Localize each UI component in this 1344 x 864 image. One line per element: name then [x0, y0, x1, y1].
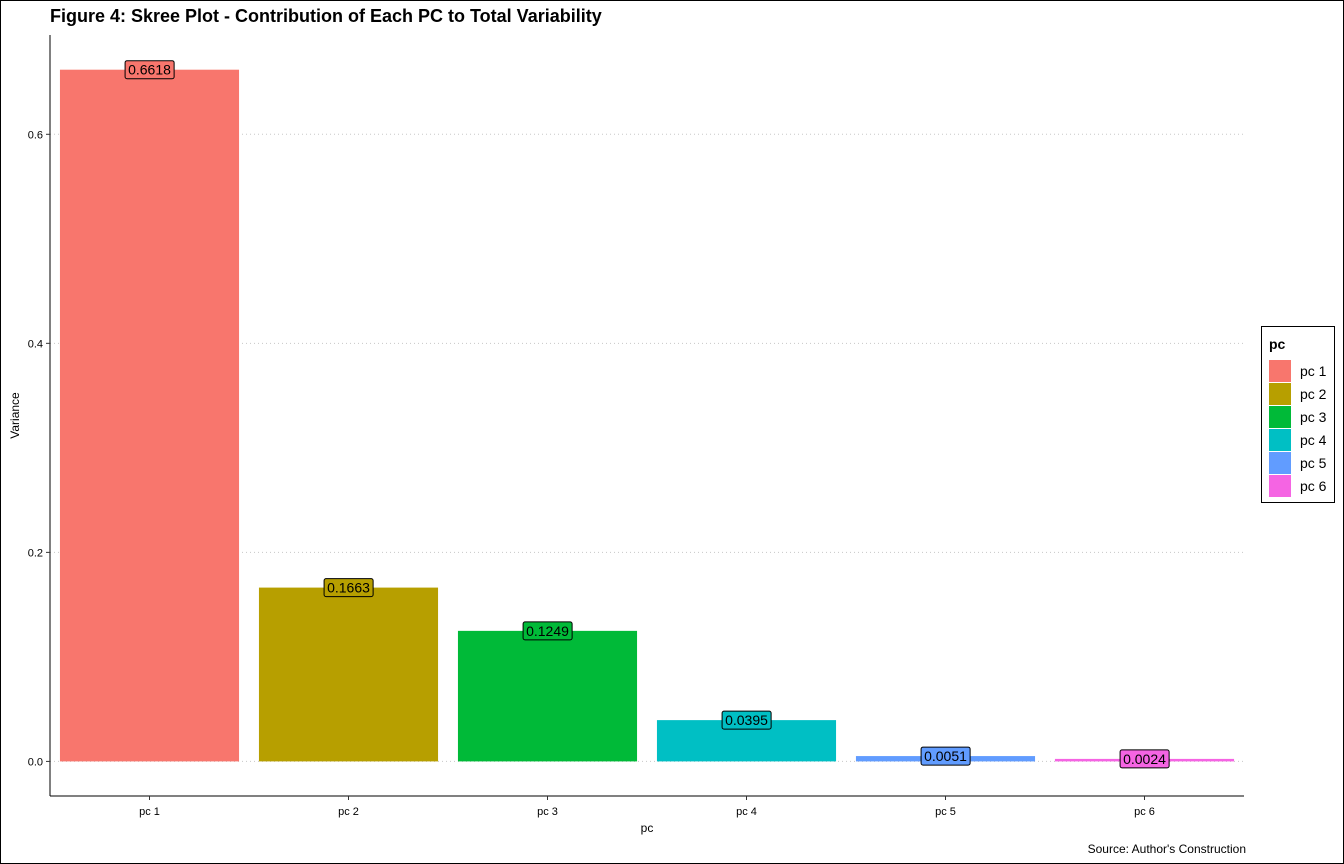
bars [59, 69, 1235, 762]
data-label-box [323, 578, 374, 598]
legend-item-pc-4: pc 4 [1269, 429, 1335, 451]
data-labels: 0.6618 0.1663 0.1249 0.0395 0.0051 0.0024 [124, 60, 1170, 769]
legend-item-pc-6: pc 6 [1269, 475, 1335, 497]
x-axis-title: pc [641, 821, 654, 835]
data-label-text: 0.0024 [1123, 751, 1166, 767]
axes: 0.0 0.2 0.4 0.6 pc 1 pc 2 pc 3 pc 4 pc 5 pc 6 pc Va… [8, 35, 1244, 835]
legend-item-pc-5: pc 5 [1269, 452, 1335, 474]
data-label-box [1119, 749, 1170, 769]
bar-pc-1 [59, 69, 240, 762]
legend-label: pc 4 [1300, 432, 1327, 448]
legend-swatch [1269, 383, 1291, 405]
data-label-box [124, 60, 175, 80]
data-label-text: 0.0051 [924, 748, 967, 764]
chart-title: Figure 4: Skree Plot - Contribution of E… [50, 6, 602, 26]
legend-swatch [1269, 406, 1291, 428]
y-tick-label-0: 0.0 [28, 756, 43, 768]
data-label-pc-3: 0.1249 [522, 621, 573, 641]
x-tick-label-pc-4: pc 4 [736, 806, 757, 818]
data-label-text: 0.0395 [725, 712, 768, 728]
legend-swatch [1269, 475, 1291, 497]
x-tick-label-pc-5: pc 5 [935, 806, 956, 818]
data-label-text: 0.1663 [327, 580, 370, 596]
legend-swatch [1269, 429, 1291, 451]
data-label-pc-1: 0.6618 [124, 60, 175, 80]
bar-pc-3 [457, 630, 638, 762]
data-label-text: 0.1249 [526, 623, 569, 639]
data-label-pc-6: 0.0024 [1119, 749, 1170, 769]
data-label-box [721, 710, 772, 730]
legend-item-pc-3: pc 3 [1269, 406, 1335, 428]
data-label-pc-4: 0.0395 [721, 710, 772, 730]
x-tick-label-pc-6: pc 6 [1134, 806, 1155, 818]
legend-label: pc 5 [1300, 455, 1327, 471]
legend-title: pc [1269, 336, 1286, 352]
legend-label: pc 6 [1300, 478, 1327, 494]
gridlines [50, 133, 1244, 762]
legend-label: pc 3 [1300, 409, 1327, 425]
x-tick-label-pc-2: pc 2 [338, 806, 359, 818]
legend-label: pc 1 [1300, 363, 1327, 379]
legend-swatch [1269, 452, 1291, 474]
data-label-box [920, 746, 971, 766]
x-tick-label-pc-3: pc 3 [537, 806, 558, 818]
y-axis-title: Variance [8, 392, 22, 439]
data-label-pc-2: 0.1663 [323, 578, 374, 598]
x-tick-label-pc-1: pc 1 [139, 806, 160, 818]
legend-label: pc 2 [1300, 386, 1327, 402]
legend-swatch [1269, 360, 1291, 382]
source-caption: Source: Author's Construction [1087, 842, 1246, 856]
y-tick-label-3: 0.6 [28, 129, 43, 141]
data-label-text: 0.6618 [128, 62, 171, 78]
data-label-box [522, 621, 573, 641]
legend: pc pc 1 pc 2 pc 3 pc 4 pc 5 pc 6 [1261, 326, 1335, 503]
legend-item-pc-1: pc 1 [1269, 360, 1335, 382]
y-tick-label-2: 0.4 [28, 338, 43, 350]
bar-pc-2 [258, 587, 439, 762]
data-label-pc-5: 0.0051 [920, 746, 971, 766]
legend-item-pc-2: pc 2 [1269, 383, 1335, 405]
y-tick-label-1: 0.2 [28, 547, 43, 559]
